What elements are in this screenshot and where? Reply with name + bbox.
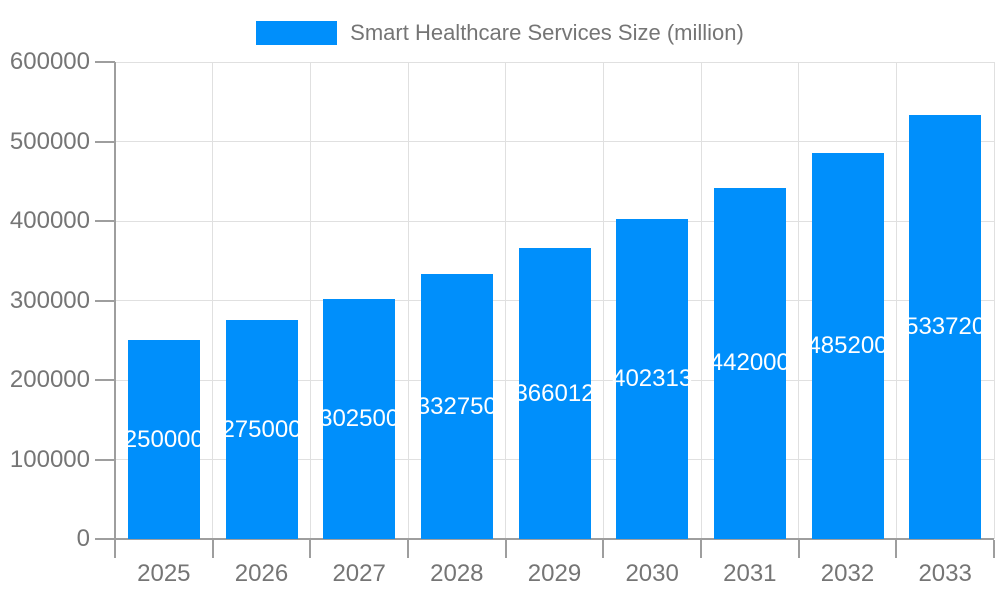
bar-value-label: 275000	[221, 415, 302, 443]
x-tick-label: 2029	[527, 560, 582, 587]
x-axis-tick	[211, 540, 214, 558]
x-axis-tick	[407, 540, 409, 558]
x-axis-tick	[504, 540, 507, 558]
bar-value-label: 442000	[709, 349, 790, 377]
y-tick-label: 400000	[9, 207, 90, 234]
x-axis-tick	[993, 540, 995, 558]
gridline-vertical	[309, 62, 311, 539]
y-axis-tick	[95, 61, 115, 63]
y-tick-label: 200000	[9, 366, 90, 393]
y-tick-label: 300000	[9, 286, 90, 314]
y-tick-label: 500000	[9, 127, 90, 155]
x-axis-tick	[895, 540, 898, 558]
gridline-vertical	[212, 62, 214, 539]
gridline-vertical	[895, 62, 897, 539]
x-tick-label: 2026	[234, 560, 289, 587]
x-axis-tick	[700, 540, 702, 558]
x-axis-line	[115, 538, 994, 540]
bar-2025[interactable]: 250000	[124, 340, 204, 539]
x-tick-label: 2025	[137, 560, 191, 587]
x-tick-label: 2030	[625, 560, 679, 587]
bar-2027[interactable]: 302500	[319, 298, 399, 539]
bar-2030[interactable]: 402313	[612, 219, 692, 539]
bar-2032[interactable]: 485200	[807, 153, 888, 539]
x-axis-tick	[309, 540, 312, 558]
gridline-horizontal	[115, 220, 994, 222]
legend-swatch-icon	[256, 21, 338, 45]
legend: Smart Healthcare Services Size (million)	[0, 20, 1000, 46]
legend-label: Smart Healthcare Services Size (million)	[350, 20, 744, 45]
y-tick-label: 100000	[9, 445, 90, 473]
x-tick-label: 2031	[723, 560, 777, 587]
y-axis-tick	[95, 458, 115, 461]
gridline-vertical	[505, 62, 507, 539]
legend-item[interactable]: Smart Healthcare Services Size (million)	[256, 20, 744, 46]
gridline-vertical	[798, 62, 800, 539]
bar-value-label: 302500	[319, 404, 400, 432]
bar-2029[interactable]: 366012	[514, 248, 595, 539]
x-tick-label: 2032	[820, 560, 875, 587]
bar-value-label: 485200	[807, 332, 888, 360]
gridline-vertical	[700, 62, 702, 539]
gridline-horizontal	[115, 141, 994, 142]
y-axis-tick	[95, 299, 115, 302]
bar-value-label: 332750	[416, 392, 497, 420]
x-tick-label: 2027	[332, 560, 386, 587]
x-tick-label: 2033	[918, 560, 972, 587]
x-axis-tick	[114, 540, 116, 558]
bar-value-label: 366012	[514, 379, 595, 407]
y-axis-tick	[95, 538, 115, 540]
gridline-vertical	[407, 62, 409, 539]
y-axis-tick	[95, 140, 115, 143]
bar-value-label: 533720	[905, 312, 986, 340]
bar-2026[interactable]: 275000	[221, 320, 302, 539]
y-axis-tick	[95, 379, 115, 381]
bar-2031[interactable]: 442000	[710, 187, 790, 539]
bar-2033[interactable]: 533720	[905, 114, 985, 539]
gridline-horizontal	[115, 61, 994, 63]
y-tick-label: 600000	[9, 48, 90, 75]
bar-value-label: 402313	[612, 365, 693, 393]
y-tick-label: 0	[76, 525, 90, 552]
x-axis-tick	[602, 540, 605, 558]
plot-area: 250000 275000 302500 332750 366012 402313 4420…	[95, 61, 995, 558]
y-axis-tick	[95, 220, 115, 222]
bar-2028[interactable]: 332750	[417, 274, 497, 539]
x-axis-tick	[797, 540, 800, 558]
bar-value-label: 250000	[123, 425, 204, 453]
y-axis-line	[114, 62, 116, 539]
gridline-vertical	[602, 62, 604, 539]
gridline-vertical	[993, 62, 995, 539]
x-tick-label: 2028	[430, 560, 484, 587]
